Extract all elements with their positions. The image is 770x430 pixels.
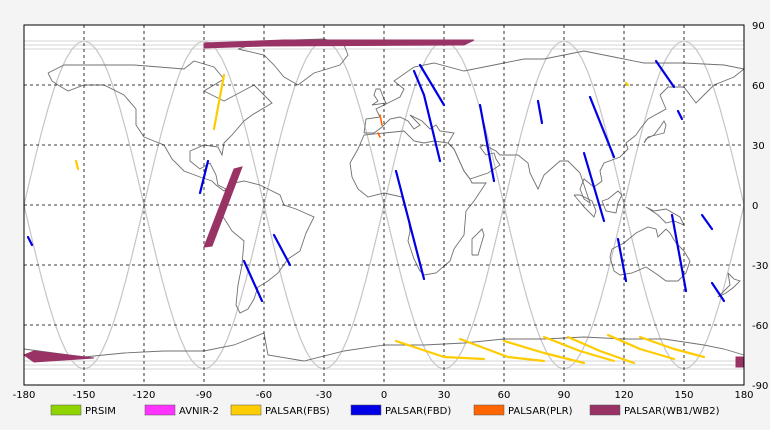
map-frame — [23, 24, 745, 386]
longitude-tick-label: 120 — [614, 390, 633, 401]
latitude-tick-labels: 90 60 30 0 -30 -60 -90 — [752, 21, 768, 392]
latitude-tick-label: 30 — [752, 141, 765, 152]
legend-label: AVNIR-2 — [179, 406, 219, 417]
swath-fbd — [26, 235, 34, 247]
swath-fbs — [394, 339, 486, 361]
legend-label: PALSAR(WB1/WB2) — [624, 406, 720, 417]
legend-label: PRSIM — [85, 406, 116, 417]
longitude-tick-labels: -180 -150 -120 -90 -60 -30 0 30 60 90 120 150 180 — [13, 390, 754, 401]
swath-fbd — [582, 151, 606, 223]
swath-fbd — [272, 233, 292, 267]
coastline — [601, 190, 623, 214]
coastline — [717, 272, 741, 298]
latitude-tick-label: -60 — [752, 321, 768, 332]
swath-fbs — [542, 335, 616, 363]
observation-swath-layer — [22, 39, 745, 368]
swath-fbd — [198, 159, 210, 195]
legend-item: PALSAR(PLR) — [473, 404, 573, 417]
longitude-tick-label: 30 — [438, 390, 451, 401]
coastline — [237, 38, 349, 86]
latitude-tick-label: -90 — [752, 381, 768, 392]
swath-fbd — [418, 63, 446, 107]
longitude-tick-label: -150 — [73, 390, 96, 401]
longitude-tick-label: 0 — [381, 390, 387, 401]
swath-fbd — [478, 103, 496, 183]
swath-fbd — [710, 281, 726, 303]
longitude-tick-label: 180 — [734, 390, 753, 401]
legend-label: PALSAR(PLR) — [508, 406, 573, 417]
swath-wb — [203, 166, 243, 248]
legend-swatch — [230, 404, 262, 416]
latitude-tick-label: 60 — [752, 81, 765, 92]
graticule-grid — [24, 25, 744, 385]
swath-fbs — [502, 339, 586, 365]
longitude-tick-label: 60 — [498, 390, 511, 401]
swath-fbd — [394, 169, 426, 281]
swath-wb — [22, 350, 95, 363]
swath-fbs — [74, 159, 80, 171]
legend-label: PALSAR(FBD) — [385, 406, 451, 417]
swath-fbd — [242, 259, 264, 303]
longitude-tick-label: 90 — [558, 390, 571, 401]
longitude-tick-label: -90 — [196, 390, 212, 401]
coastline — [573, 194, 597, 218]
legend-item: PALSAR(WB1/WB2) — [589, 404, 720, 417]
legend-item: AVNIR-2 — [144, 404, 219, 417]
swath-fbd — [536, 99, 544, 125]
longitude-tick-label: -60 — [256, 390, 272, 401]
swath-wb — [735, 356, 745, 368]
coastline — [363, 50, 746, 205]
legend: PRSIM AVNIR-2 PALSAR(FBS) PALSAR(FBD) PALSAR… — [50, 404, 720, 417]
swath-fbs — [566, 335, 636, 365]
coastline — [371, 88, 387, 106]
swath-fbd — [676, 109, 684, 121]
swath-fbs — [624, 81, 630, 87]
legend-label: PALSAR(FBS) — [265, 406, 330, 417]
swath-fbd — [700, 213, 714, 231]
swath-fbd — [412, 69, 442, 163]
latitude-tick-label: 0 — [752, 201, 758, 212]
swath-fbd — [616, 237, 628, 283]
swath-fbs — [638, 335, 706, 359]
swath-fbd — [588, 95, 616, 159]
swath-fbd — [654, 59, 676, 89]
swath-fbs — [606, 333, 676, 361]
legend-item: PALSAR(FBD) — [350, 404, 451, 417]
legend-swatch — [589, 404, 621, 416]
legend-swatch — [144, 404, 176, 416]
legend-item: PALSAR(FBS) — [230, 404, 330, 417]
swath-plr — [379, 114, 383, 126]
swath-fbs — [212, 73, 226, 131]
longitude-tick-label: 150 — [674, 390, 693, 401]
swath-plr — [377, 132, 381, 138]
swath-wb — [203, 39, 475, 49]
coastline — [47, 60, 273, 192]
legend-item: PRSIM — [50, 404, 116, 417]
longitude-tick-label: -120 — [133, 390, 156, 401]
swath-fbs — [458, 337, 546, 363]
coastline — [221, 180, 315, 314]
legend-swatch — [50, 404, 82, 416]
coastline — [471, 228, 485, 256]
longitude-tick-label: -180 — [13, 390, 36, 401]
longitude-tick-label: -30 — [316, 390, 332, 401]
swath-fbd — [670, 213, 688, 293]
coastline — [643, 120, 667, 144]
legend-swatch — [350, 404, 382, 416]
latitude-tick-label: -30 — [752, 261, 768, 272]
latitude-tick-label: 90 — [752, 21, 765, 32]
legend-swatch — [473, 404, 505, 416]
